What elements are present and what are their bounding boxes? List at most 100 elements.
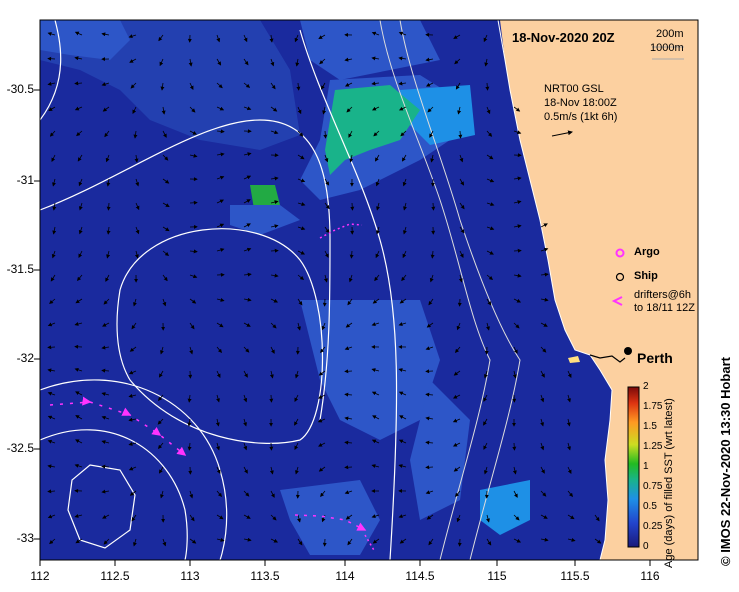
y-tick-label: -31.5 xyxy=(6,262,34,276)
sst-contour xyxy=(116,228,324,444)
colorbar xyxy=(627,386,640,548)
drifter-symbol xyxy=(611,296,623,306)
current-vector-arrow xyxy=(398,81,407,86)
current-vector-arrow xyxy=(74,514,83,518)
current-vector-arrow xyxy=(270,106,278,112)
current-vector-arrow xyxy=(486,274,494,281)
current-vector-arrow xyxy=(344,490,353,495)
current-vector-arrow xyxy=(401,274,407,282)
current-vector-arrow xyxy=(49,298,56,305)
current-vector-arrow xyxy=(158,34,164,42)
current-vector-arrow xyxy=(483,394,488,402)
current-vector-arrow xyxy=(243,34,248,43)
current-vector-arrow xyxy=(540,466,545,474)
current-vector-arrow xyxy=(399,415,407,420)
current-vector-arrow xyxy=(216,370,221,379)
current-vector-arrow xyxy=(483,418,488,426)
current-vector-arrow xyxy=(297,202,306,207)
current-vector-arrow xyxy=(189,249,198,254)
current-vector-arrow xyxy=(540,537,549,542)
current-vector-arrow xyxy=(324,250,329,258)
sst-contour xyxy=(40,379,228,560)
current-vector-arrow xyxy=(294,466,299,475)
current-vector-arrow xyxy=(318,466,326,472)
current-vector-arrow xyxy=(540,418,545,427)
current-vector-arrow xyxy=(49,130,56,137)
current-vector-arrow xyxy=(270,490,275,498)
legend-ship-label: Ship xyxy=(634,270,658,282)
current-vector-arrow xyxy=(454,490,461,498)
current-vector-arrow xyxy=(48,106,56,112)
current-vector-arrow xyxy=(374,274,380,282)
current-vector-arrow xyxy=(485,82,490,91)
current-vector-arrow xyxy=(74,81,83,86)
scale-label-200m: 200m xyxy=(656,28,684,40)
current-vector-arrow xyxy=(162,130,167,138)
argo-symbol xyxy=(615,248,625,258)
current-vector-arrow xyxy=(427,106,434,113)
current-vector-arrow xyxy=(348,274,353,283)
y-tick-label: -32 xyxy=(16,351,34,365)
current-vector-arrow xyxy=(513,106,521,112)
current-vector-arrow xyxy=(297,130,304,137)
current-vector-arrow xyxy=(76,274,83,282)
current-vector-arrow xyxy=(486,538,492,546)
current-vector-arrow xyxy=(486,202,495,207)
current-vector-arrow xyxy=(486,154,494,160)
current-vector-arrow xyxy=(428,298,434,306)
current-vector-arrow xyxy=(425,82,434,87)
current-vector-arrow xyxy=(459,178,465,186)
current-vector-arrow xyxy=(294,370,299,379)
current-vector-arrow xyxy=(216,129,225,134)
current-vector-arrow xyxy=(243,82,251,88)
current-vector-arrow xyxy=(51,250,56,259)
current-vector-arrow xyxy=(133,130,138,139)
current-vector-arrow xyxy=(132,298,137,307)
current-vector-arrow xyxy=(398,439,407,444)
current-vector-arrow xyxy=(101,82,110,87)
current-vector-arrow xyxy=(101,368,110,373)
current-vector-arrow xyxy=(161,106,166,115)
current-vector-arrow xyxy=(452,394,461,399)
current-vector-arrow xyxy=(453,466,461,472)
x-tick-label: 113.5 xyxy=(250,569,280,583)
current-vector-arrow xyxy=(375,178,380,187)
current-vector-arrow xyxy=(189,153,198,158)
credit-text: © IMOS 22-Nov-2020 13:30 Hobart xyxy=(718,357,733,566)
current-vector-arrow xyxy=(216,82,223,89)
current-vector-arrow xyxy=(135,202,140,211)
current-vector-arrow xyxy=(455,82,461,90)
current-vector-arrow xyxy=(540,370,545,378)
current-vector-arrow xyxy=(399,298,407,304)
current-vector-arrow xyxy=(425,416,434,421)
current-vector-arrow xyxy=(216,248,225,252)
current-vector-arrow xyxy=(486,178,495,183)
x-tick-label: 112.5 xyxy=(100,569,130,583)
current-vector-arrow xyxy=(131,322,137,330)
current-vector-arrow xyxy=(453,370,461,376)
current-vector-arrow xyxy=(398,56,407,61)
current-vector-arrow xyxy=(512,466,517,475)
sst-contour xyxy=(299,29,398,560)
current-vector-arrow xyxy=(216,394,220,403)
current-vector-arrow xyxy=(189,82,194,91)
current-vector-arrow xyxy=(189,130,197,135)
current-vector-arrow xyxy=(101,464,110,469)
current-vector-arrow xyxy=(47,464,56,469)
isobath-line xyxy=(379,20,491,560)
current-vector-arrow xyxy=(346,106,353,113)
current-vectors xyxy=(47,31,602,547)
drifter-tracks xyxy=(49,223,376,553)
current-vector-arrow xyxy=(512,442,517,451)
current-vector-arrow xyxy=(131,514,137,522)
current-vector-arrow xyxy=(74,463,83,468)
current-vector-arrow xyxy=(483,370,488,379)
current-vector-arrow xyxy=(540,514,548,519)
current-vector-arrow xyxy=(47,322,56,327)
current-vector-arrow xyxy=(159,346,164,355)
current-vector-arrow xyxy=(216,34,221,43)
current-vector-arrow xyxy=(513,200,522,205)
current-vector-arrow xyxy=(486,106,491,115)
current-vector-arrow xyxy=(452,442,461,447)
